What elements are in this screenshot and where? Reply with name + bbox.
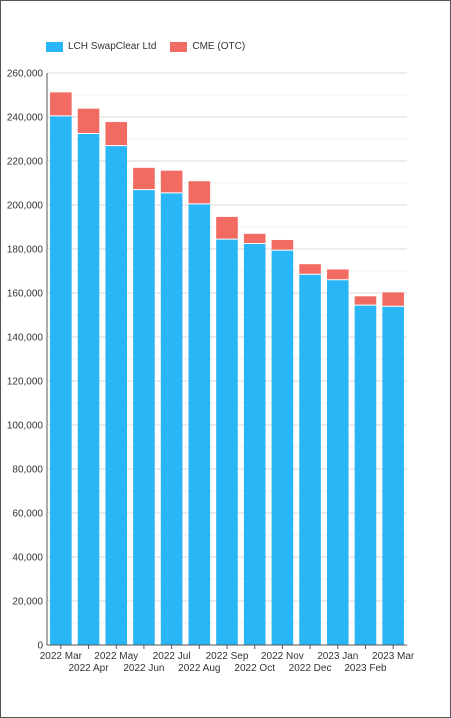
y-tick-label: 160,000 [7, 289, 44, 300]
y-tick-label: 200,000 [7, 201, 44, 212]
bar-cme [160, 170, 183, 193]
bar-cme [188, 181, 211, 204]
y-tick-label: 220,000 [7, 157, 44, 168]
bar-lch [160, 192, 183, 645]
bar-lch [326, 279, 349, 645]
y-tick-label: 60,000 [12, 509, 43, 520]
x-tick-label: 2022 Apr [69, 663, 110, 674]
bar-lch [243, 243, 266, 645]
x-tick-label: 2022 May [94, 651, 138, 662]
bar-cme [243, 233, 266, 244]
y-tick-label: 120,000 [7, 377, 44, 388]
x-tick-label: 2022 Mar [40, 651, 83, 662]
bar-cme [50, 92, 72, 116]
legend: LCH SwapClear Ltd CME (OTC) [46, 41, 259, 52]
y-tick-label: 20,000 [12, 597, 43, 608]
y-tick-label: 180,000 [7, 245, 44, 256]
bar-cme [216, 216, 238, 240]
legend-swatch-cme [170, 41, 188, 52]
bar-lch [354, 305, 377, 645]
bar-lch [77, 133, 100, 645]
x-tick-label: 2023 Feb [344, 663, 387, 674]
y-tick-label: 240,000 [7, 113, 44, 124]
bar-lch [271, 250, 294, 645]
y-tick-label: 0 [37, 641, 43, 652]
x-tick-label: 2022 Aug [178, 663, 220, 674]
x-tick-label: 2022 Jun [123, 663, 164, 674]
x-tick-label: 2022 Nov [261, 651, 304, 662]
bar-cme [354, 296, 377, 306]
x-tick-label: 2022 Oct [234, 663, 275, 674]
x-tick-label: 2023 Jan [317, 651, 358, 662]
y-tick-label: 260,000 [7, 69, 44, 80]
bar-lch [105, 145, 128, 645]
x-tick-label: 2022 Jul [153, 651, 191, 662]
bar-lch [133, 189, 155, 645]
bar-cme [299, 264, 321, 275]
bar-cme [105, 122, 128, 146]
bar-cme [133, 167, 155, 190]
legend-swatch-lch [46, 41, 63, 52]
x-tick-label: 2022 Dec [289, 663, 332, 674]
bar-cme [382, 292, 404, 307]
y-tick-label: 140,000 [7, 333, 44, 344]
bar-lch [382, 306, 404, 645]
bar-lch [216, 239, 238, 645]
legend-label-cme: CME (OTC) [192, 41, 246, 52]
y-tick-label: 100,000 [7, 421, 44, 432]
x-tick-label: 2023 Mar [372, 651, 415, 662]
legend-item-cme[interactable]: CME (OTC) [170, 41, 245, 52]
bar-lch [188, 203, 211, 645]
legend-label-lch: LCH SwapClear Ltd [68, 41, 157, 52]
bar-cme [271, 239, 294, 251]
y-tick-label: 40,000 [12, 553, 43, 564]
bar-cme [326, 269, 349, 280]
x-tick-label: 2022 Sep [206, 651, 249, 662]
bar-lch [299, 274, 321, 645]
bar-lch [50, 115, 72, 645]
y-tick-label: 80,000 [12, 465, 43, 476]
bar-cme [77, 108, 100, 134]
legend-item-lch[interactable]: LCH SwapClear Ltd [46, 41, 156, 52]
